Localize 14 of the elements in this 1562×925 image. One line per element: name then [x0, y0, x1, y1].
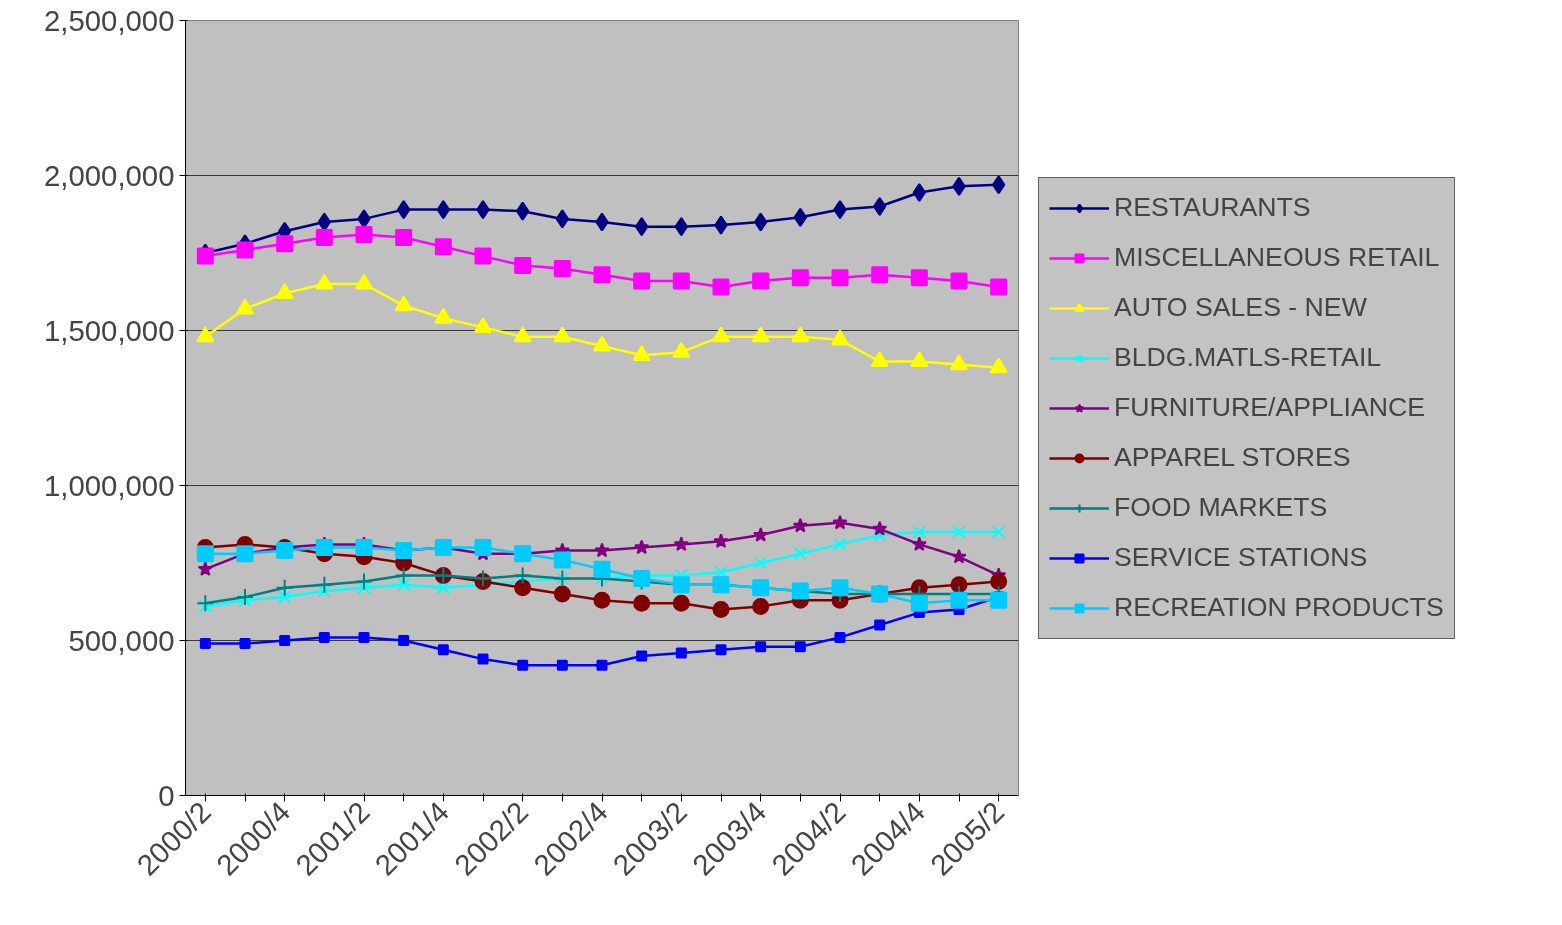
legend-label: AUTO SALES - NEW: [1114, 291, 1367, 324]
legend-label: SERVICE STATIONS: [1114, 541, 1368, 574]
y-tick-label: 2,000,000: [44, 158, 175, 192]
y-tick-label: 2,500,000: [44, 3, 175, 37]
legend-label: MISCELLANEOUS RETAIL: [1114, 241, 1440, 274]
y-tick-label: 1,000,000: [44, 468, 175, 502]
y-tick-label: 1,500,000: [44, 313, 175, 347]
legend-label: FOOD MARKETS: [1114, 491, 1328, 524]
legend-label: APPAREL STORES: [1114, 441, 1351, 474]
legend-label: BLDG.MATLS-RETAIL: [1114, 341, 1382, 374]
legend-label: RECREATION PRODUCTS: [1114, 591, 1444, 624]
legend-label: RESTAURANTS: [1114, 191, 1311, 224]
legend-label: FURNITURE/APPLIANCE: [1114, 391, 1426, 424]
y-tick-label: 500,000: [68, 623, 175, 657]
